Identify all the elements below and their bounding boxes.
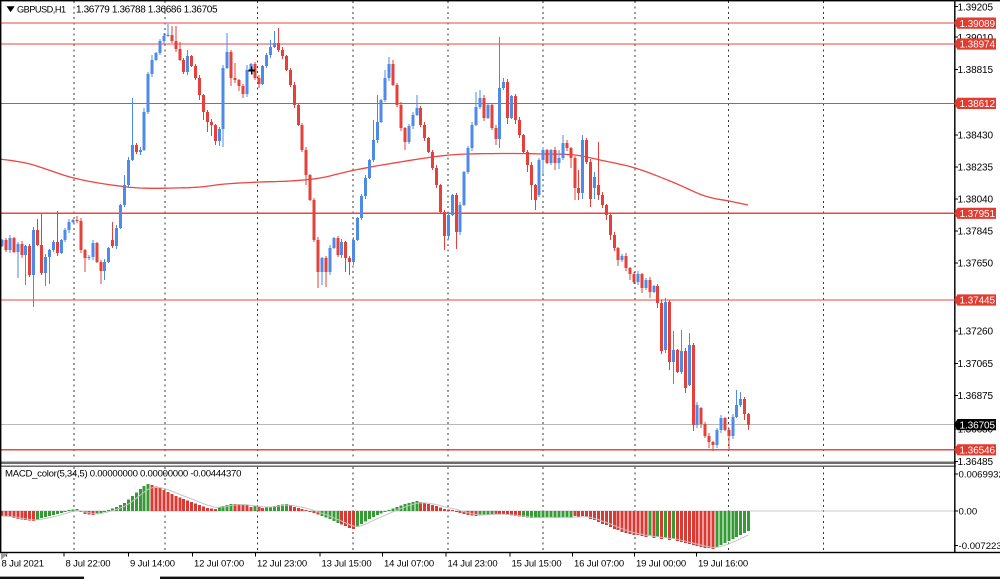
- svg-text:1.38612: 1.38612: [960, 99, 996, 110]
- svg-text:1.39205: 1.39205: [958, 2, 994, 13]
- svg-text:12 Jul 07:00: 12 Jul 07:00: [194, 559, 244, 570]
- svg-text:1.36485: 1.36485: [958, 457, 994, 468]
- svg-text:1.39089: 1.39089: [960, 19, 996, 30]
- svg-text:8 Jul 22:00: 8 Jul 22:00: [66, 559, 111, 570]
- svg-text:MACD_color(5,34,5) 0.00000000: MACD_color(5,34,5) 0.00000000 0.00000000…: [5, 469, 241, 480]
- svg-text:-0.0072231: -0.0072231: [959, 541, 1000, 552]
- svg-text:19 Jul 00:00: 19 Jul 00:00: [636, 559, 686, 570]
- svg-text:0.00: 0.00: [959, 507, 978, 518]
- svg-text:19 Jul 16:00: 19 Jul 16:00: [698, 559, 748, 570]
- svg-text:8 Jul 2021: 8 Jul 2021: [2, 559, 44, 570]
- svg-text:0.0069932: 0.0069932: [959, 470, 1000, 481]
- svg-text:13 Jul 15:00: 13 Jul 15:00: [322, 559, 372, 570]
- svg-text:15 Jul 15:00: 15 Jul 15:00: [512, 559, 562, 570]
- svg-text:1.37445: 1.37445: [960, 296, 996, 307]
- svg-text:1.37951: 1.37951: [960, 209, 996, 220]
- svg-text:1.36875: 1.36875: [958, 391, 994, 402]
- svg-text:1.37650: 1.37650: [958, 259, 994, 270]
- svg-text:1.36779 1.36788 1.36686 1.3670: 1.36779 1.36788 1.36686 1.36705: [76, 5, 218, 16]
- svg-text:12 Jul 23:00: 12 Jul 23:00: [257, 559, 307, 570]
- svg-text:1.38235: 1.38235: [958, 163, 994, 174]
- svg-text:1.38815: 1.38815: [958, 65, 994, 76]
- svg-text:14 Jul 23:00: 14 Jul 23:00: [448, 559, 498, 570]
- svg-text:1.38040: 1.38040: [958, 195, 994, 206]
- svg-text:GBPUSD,H1: GBPUSD,H1: [17, 5, 66, 15]
- svg-text:1.38974: 1.38974: [960, 40, 996, 51]
- svg-text:1.37065: 1.37065: [958, 359, 994, 370]
- svg-text:16 Jul 07:00: 16 Jul 07:00: [574, 559, 624, 570]
- svg-text:1.37260: 1.37260: [958, 327, 994, 338]
- svg-text:1.36705: 1.36705: [960, 420, 996, 431]
- svg-text:14 Jul 07:00: 14 Jul 07:00: [384, 559, 434, 570]
- svg-text:9 Jul 14:00: 9 Jul 14:00: [130, 559, 175, 570]
- svg-text:1.36546: 1.36546: [960, 446, 996, 457]
- svg-text:1.39010: 1.39010: [958, 33, 994, 44]
- svg-text:1.37845: 1.37845: [958, 227, 994, 238]
- svg-text:1.38430: 1.38430: [958, 131, 994, 142]
